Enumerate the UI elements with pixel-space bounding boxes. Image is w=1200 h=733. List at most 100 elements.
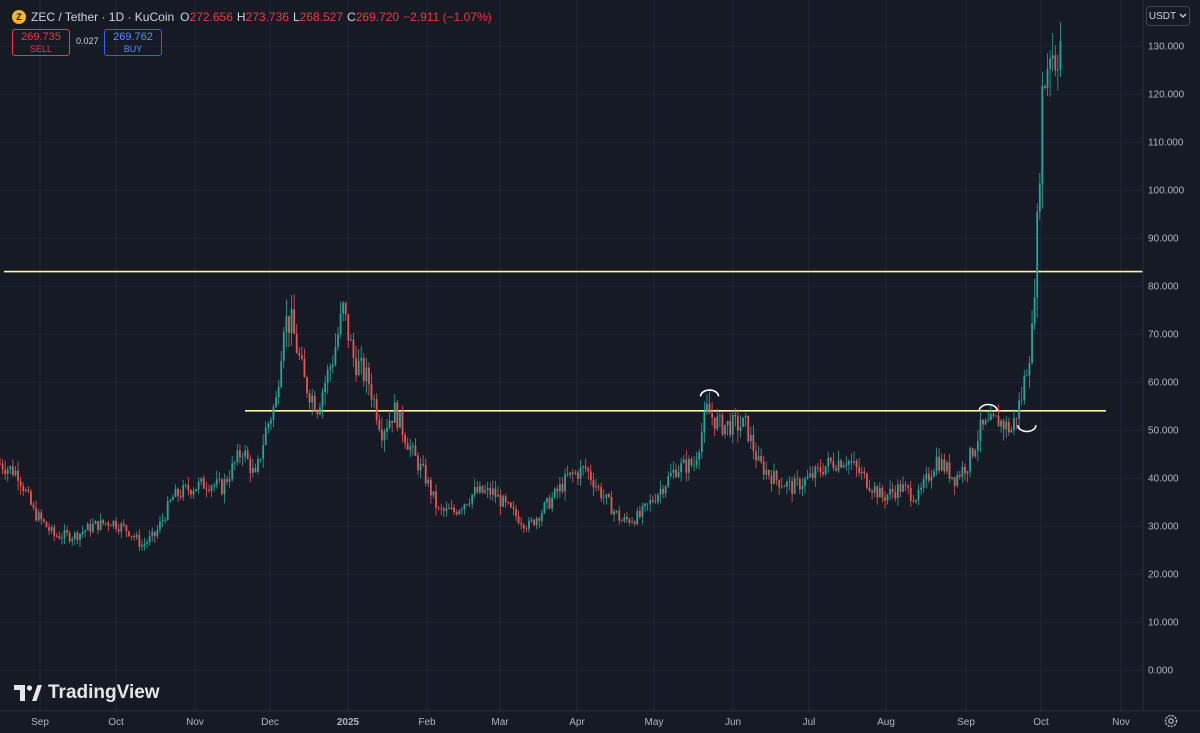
candle	[946, 460, 948, 475]
candle	[729, 412, 732, 438]
candle	[210, 484, 213, 498]
sell-label: SELL	[29, 44, 53, 54]
candle	[1015, 417, 1018, 430]
candle-body	[907, 485, 910, 488]
candle-body	[79, 533, 81, 541]
candle-body	[791, 481, 794, 494]
candle-body	[112, 520, 115, 526]
candle-body	[798, 479, 801, 490]
candle-body	[316, 410, 319, 415]
price-tick-label: 10.000	[1148, 618, 1179, 629]
candle	[1031, 309, 1033, 365]
sell-button[interactable]: 269.735 SELL	[12, 29, 70, 56]
candle	[1036, 203, 1039, 319]
buy-button[interactable]: 269.762 BUY	[104, 29, 162, 56]
candle	[115, 517, 118, 532]
candle	[275, 390, 277, 409]
annotation-arc[interactable]	[1017, 425, 1037, 433]
candle-body	[202, 478, 205, 489]
candle	[773, 463, 775, 485]
candle-body	[326, 369, 329, 384]
candle-body	[141, 545, 143, 547]
candle	[1010, 426, 1013, 433]
candle-body	[399, 412, 401, 428]
candle-body	[228, 479, 231, 482]
candle-body	[687, 459, 690, 473]
candle	[804, 476, 806, 494]
candle-body	[721, 415, 724, 435]
candle	[450, 499, 453, 510]
candle	[223, 473, 226, 504]
candle-body	[205, 488, 208, 490]
candle-body	[355, 358, 357, 376]
annotation-arc[interactable]	[699, 389, 720, 397]
tradingview-watermark[interactable]: TradingView	[14, 682, 160, 704]
candle	[27, 485, 30, 494]
candle	[855, 458, 858, 477]
candle-body	[218, 479, 221, 481]
candle	[303, 348, 306, 378]
annotation-arc[interactable]	[978, 403, 998, 411]
candle	[329, 363, 332, 382]
candle	[853, 451, 855, 466]
candle	[809, 465, 812, 478]
candle	[587, 466, 590, 480]
candle	[827, 451, 830, 474]
candle-body	[473, 487, 476, 495]
candle	[546, 497, 548, 510]
candle	[592, 472, 595, 497]
candle	[909, 480, 912, 508]
candle-body	[958, 474, 961, 477]
currency-selector[interactable]: USDT	[1146, 6, 1190, 26]
candle-body	[249, 458, 252, 473]
candle-body	[9, 466, 12, 470]
candle-body	[997, 415, 1000, 427]
symbol-title[interactable]: ZEC / Tether · 1D · KuCoin	[31, 10, 175, 24]
candle	[600, 482, 603, 502]
candle	[791, 476, 794, 503]
candle	[868, 479, 871, 493]
price-tick-label: 50.000	[1148, 426, 1179, 437]
candle	[659, 480, 662, 504]
time-tick-label: Nov	[1112, 717, 1130, 728]
candle-body	[582, 466, 585, 468]
candle-body	[293, 309, 296, 334]
candle-body	[623, 517, 626, 522]
candle	[295, 324, 298, 354]
candle-body	[747, 415, 750, 442]
candle	[597, 484, 600, 492]
candle-body	[375, 399, 378, 421]
candle	[631, 517, 634, 524]
candle-body	[215, 479, 218, 485]
gear-icon[interactable]	[1163, 713, 1179, 729]
candle	[97, 520, 99, 534]
candle	[718, 412, 721, 428]
candle	[202, 474, 205, 489]
candle	[241, 452, 244, 467]
candle-body	[226, 479, 228, 482]
candle	[184, 483, 187, 489]
candle	[847, 459, 850, 475]
candle	[285, 299, 288, 348]
candle-body	[174, 488, 177, 497]
candle	[166, 495, 169, 522]
candle-body	[494, 488, 497, 497]
candle-body	[667, 476, 670, 487]
price-axis-panel[interactable]	[1143, 0, 1200, 711]
candle	[220, 477, 223, 496]
candle	[881, 484, 884, 503]
candle-body	[793, 478, 796, 494]
candle-body	[1013, 417, 1015, 431]
candle-body	[626, 517, 628, 520]
candle	[1044, 84, 1046, 90]
candle	[319, 402, 321, 416]
candle-body	[236, 450, 239, 463]
candle	[63, 523, 66, 545]
candle-body	[569, 472, 572, 476]
candle-body	[909, 487, 912, 501]
candle	[951, 477, 953, 481]
candle	[19, 476, 22, 495]
time-axis[interactable]: Sep Oct Nov Dec 2025 Feb Mar Apr May Jun Jul Aug Sep…	[31, 717, 1130, 728]
candle	[504, 494, 507, 508]
